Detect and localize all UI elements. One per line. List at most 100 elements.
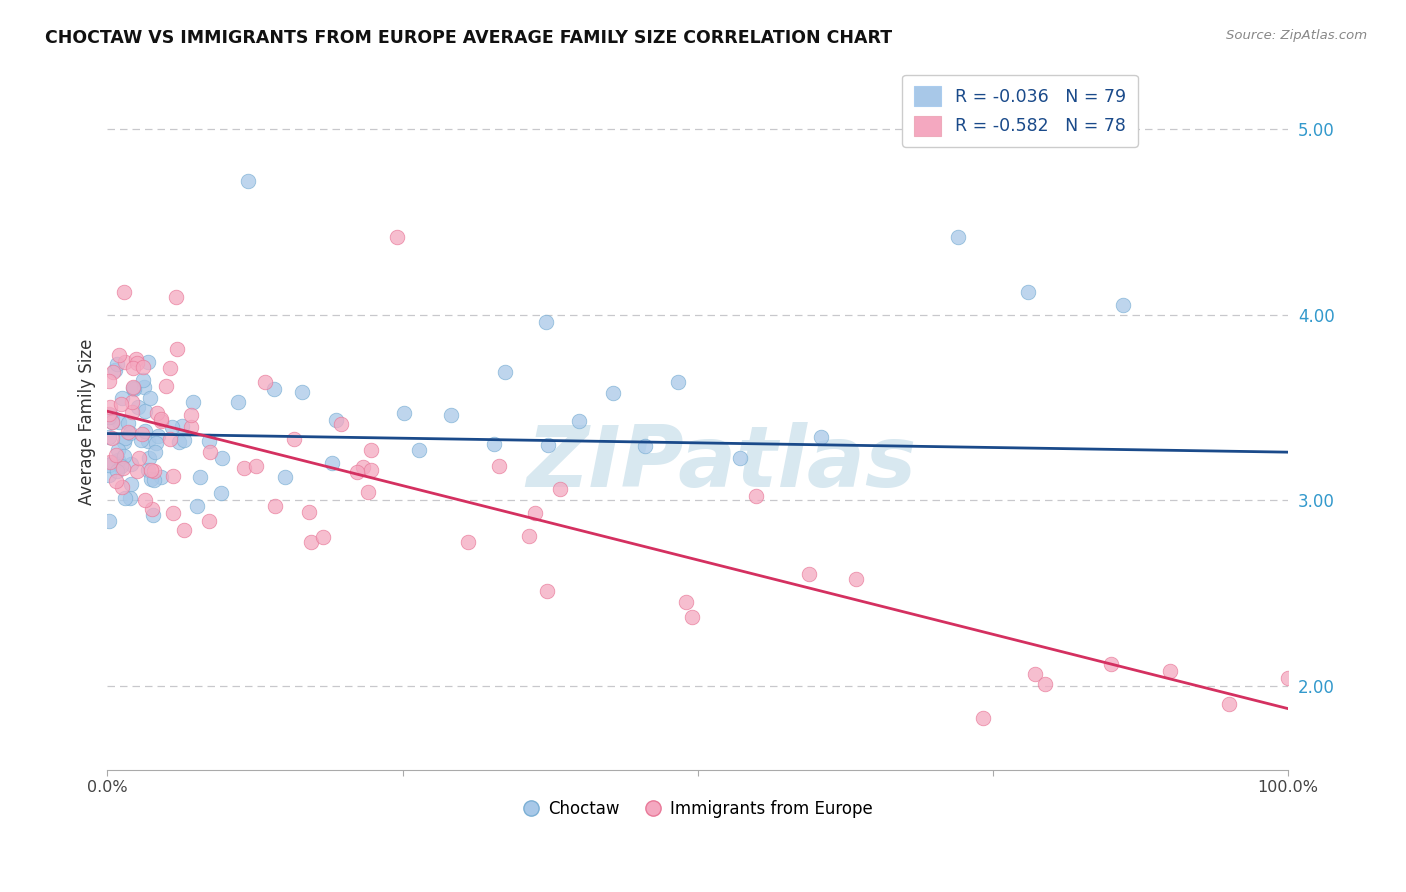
Point — [536, 584, 558, 599]
Point — [666, 375, 689, 389]
Text: Source: ZipAtlas.com: Source: ZipAtlas.com — [1226, 29, 1367, 43]
Point — [112, 434, 135, 449]
Point — [97, 467, 120, 482]
Point — [149, 412, 172, 426]
Point — [211, 450, 233, 465]
Point — [226, 394, 249, 409]
Point — [138, 355, 160, 369]
Point — [170, 418, 193, 433]
Point — [634, 439, 657, 453]
Point — [523, 506, 546, 520]
Point — [139, 463, 162, 477]
Point — [325, 413, 347, 427]
Point — [360, 463, 382, 477]
Point — [148, 429, 170, 443]
Point — [291, 385, 314, 400]
Point — [132, 359, 155, 374]
Point — [283, 432, 305, 446]
Point — [149, 414, 172, 428]
Point — [238, 174, 260, 188]
Point — [134, 424, 156, 438]
Point — [110, 397, 132, 411]
Point — [98, 429, 121, 443]
Point — [159, 432, 181, 446]
Point — [122, 381, 145, 395]
Point — [845, 572, 868, 586]
Point — [138, 463, 160, 477]
Point — [198, 434, 221, 448]
Point — [120, 476, 142, 491]
Point — [439, 408, 461, 422]
Point — [232, 460, 254, 475]
Point — [136, 434, 159, 448]
Point — [111, 480, 134, 494]
Point — [112, 461, 135, 475]
Point — [488, 459, 510, 474]
Point — [797, 567, 820, 582]
Point — [946, 229, 969, 244]
Point — [132, 373, 155, 387]
Point — [457, 534, 479, 549]
Point — [263, 382, 285, 396]
Point — [143, 473, 166, 487]
Point — [141, 502, 163, 516]
Point — [110, 459, 132, 474]
Point — [142, 508, 165, 522]
Point — [810, 430, 832, 444]
Point — [357, 485, 380, 500]
Point — [101, 409, 124, 424]
Point — [681, 610, 703, 624]
Point — [311, 530, 333, 544]
Point — [188, 470, 211, 484]
Point — [299, 534, 322, 549]
Point — [105, 464, 128, 478]
Point — [138, 391, 160, 405]
Point — [98, 458, 121, 473]
Point — [346, 466, 368, 480]
Point — [98, 408, 121, 422]
Point — [129, 434, 152, 448]
Point — [134, 493, 156, 508]
Point — [1017, 285, 1039, 300]
Point — [101, 455, 124, 469]
Point — [548, 482, 571, 496]
Point — [121, 404, 143, 418]
Point — [111, 391, 134, 405]
Point — [139, 472, 162, 486]
Point — [186, 499, 208, 513]
Point — [274, 470, 297, 484]
Point — [675, 595, 697, 609]
Point — [108, 416, 131, 430]
Point — [97, 407, 120, 421]
Point — [1277, 672, 1299, 686]
Point — [408, 442, 430, 457]
Point — [745, 489, 768, 503]
Point — [200, 445, 222, 459]
Point — [131, 427, 153, 442]
Point — [180, 419, 202, 434]
Point — [537, 438, 560, 452]
Point — [173, 433, 195, 447]
Point — [127, 400, 149, 414]
Point — [198, 514, 221, 528]
Point — [105, 448, 128, 462]
Point — [128, 451, 150, 466]
Point — [1024, 667, 1046, 681]
Point — [114, 491, 136, 505]
Point — [127, 464, 149, 478]
Point — [253, 375, 276, 389]
Legend: Choctaw, Immigrants from Europe: Choctaw, Immigrants from Europe — [516, 793, 879, 824]
Point — [264, 499, 287, 513]
Point — [120, 491, 142, 506]
Point — [146, 405, 169, 419]
Point — [97, 374, 120, 388]
Point — [494, 365, 516, 379]
Point — [97, 410, 120, 425]
Point — [1159, 664, 1181, 678]
Point — [519, 529, 541, 543]
Point — [155, 379, 177, 393]
Point — [134, 404, 156, 418]
Point — [180, 408, 202, 422]
Point — [209, 486, 232, 500]
Point — [330, 417, 353, 432]
